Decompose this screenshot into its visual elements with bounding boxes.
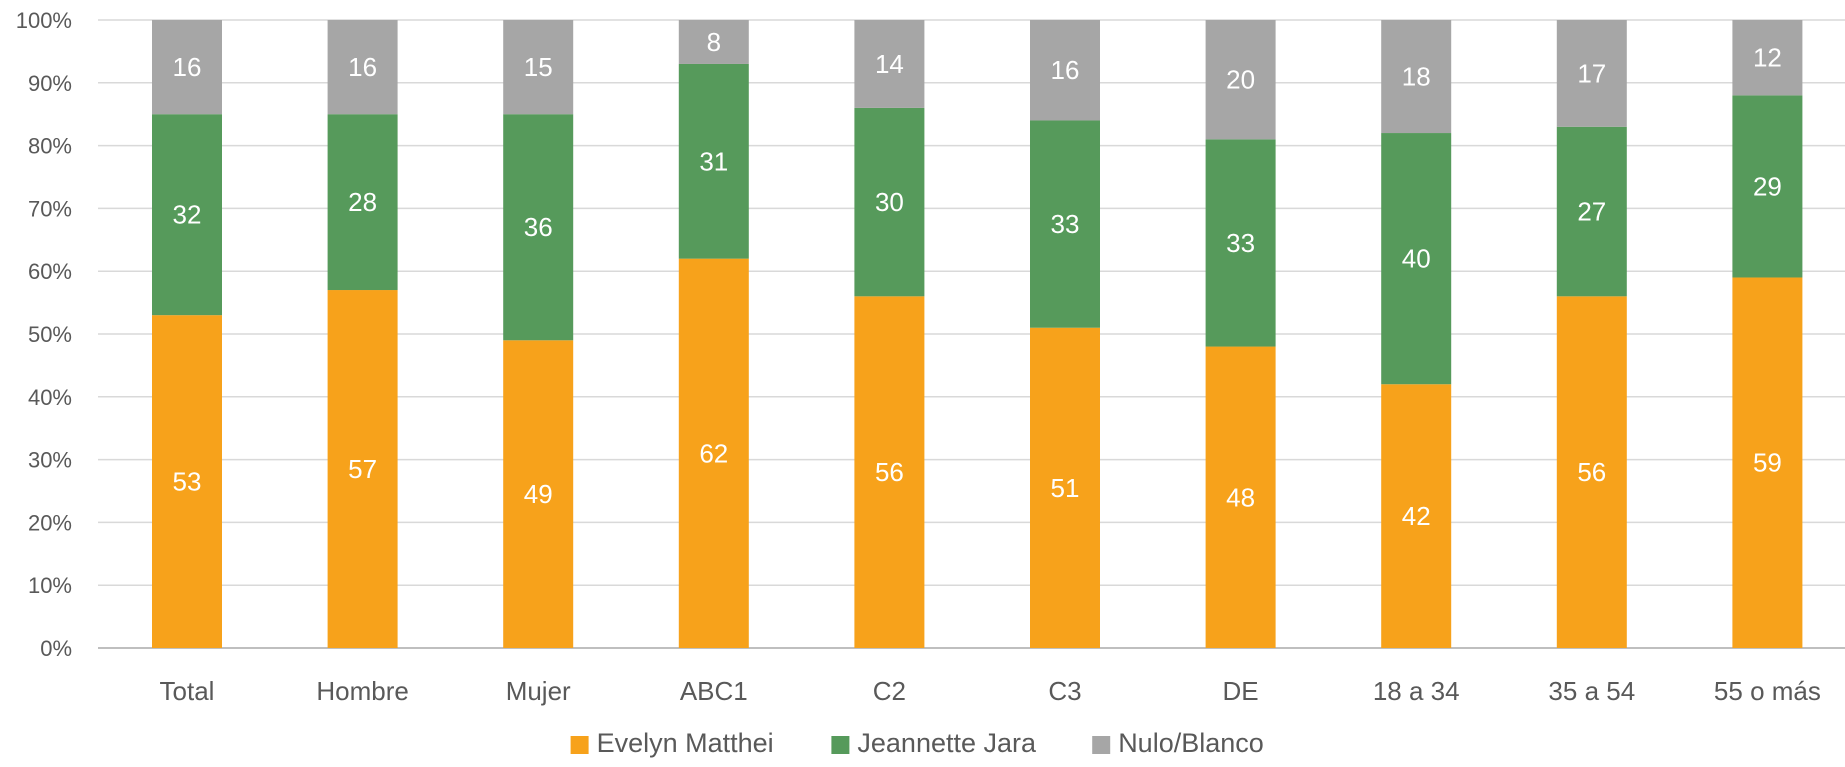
data-label: 56 xyxy=(875,457,904,487)
data-label: 16 xyxy=(1051,55,1080,85)
data-label: 53 xyxy=(173,467,202,497)
data-label: 12 xyxy=(1753,43,1782,73)
x-axis-categories: Total Hombre Mujer ABC1 C2 C3 DE 18 a 34 35 a 54… xyxy=(160,676,1821,706)
y-tick-label: 40% xyxy=(28,385,72,410)
x-category-label: ABC1 xyxy=(680,676,748,706)
legend: Evelyn Matthei Jeannette Jara Nulo/Blanco xyxy=(570,728,1264,758)
data-label: 17 xyxy=(1577,58,1606,88)
bar-segment xyxy=(678,63,749,259)
data-label: 56 xyxy=(1577,457,1606,487)
legend-swatch xyxy=(831,736,850,754)
data-label: 33 xyxy=(1051,209,1080,239)
data-label: 20 xyxy=(1226,65,1255,95)
x-category-label: DE xyxy=(1223,676,1259,706)
legend-swatch xyxy=(1092,736,1111,754)
data-label: 33 xyxy=(1226,228,1255,258)
bar-segment xyxy=(1732,277,1803,648)
bar-segment xyxy=(1030,20,1100,121)
x-category-label: Hombre xyxy=(316,676,408,706)
bar-segment xyxy=(1030,327,1100,648)
data-label: 28 xyxy=(348,187,377,217)
bar-segment xyxy=(1030,120,1100,328)
y-tick-label: 60% xyxy=(28,259,72,284)
bar-segment xyxy=(1381,384,1452,648)
y-tick-label: 0% xyxy=(40,636,72,661)
data-label: 16 xyxy=(173,52,202,82)
legend-label: Jeannette Jara xyxy=(857,728,1037,758)
legend-label: Evelyn Matthei xyxy=(597,728,774,758)
bar-segment xyxy=(854,296,925,648)
bar-segment xyxy=(1732,20,1803,96)
bar-segment xyxy=(503,20,574,115)
data-label: 8 xyxy=(707,27,721,57)
data-label: 31 xyxy=(699,146,728,176)
legend-swatch xyxy=(570,736,589,754)
bar-segment xyxy=(152,315,222,648)
y-tick-label: 90% xyxy=(28,71,72,96)
bar-segment xyxy=(1732,95,1803,278)
y-tick-label: 50% xyxy=(28,322,72,347)
bar-segment xyxy=(1381,133,1452,385)
bar-segment xyxy=(1205,139,1276,347)
data-label: 49 xyxy=(524,479,553,509)
bar-segment xyxy=(1205,20,1276,140)
x-category-label: C2 xyxy=(873,676,906,706)
bar-segment xyxy=(1205,346,1276,648)
bar-segment xyxy=(1556,20,1627,127)
bar-segment xyxy=(503,114,574,341)
data-label: 51 xyxy=(1051,473,1080,503)
y-tick-label: 80% xyxy=(28,134,72,159)
bar-segment xyxy=(327,290,398,648)
x-category-label: C3 xyxy=(1048,676,1081,706)
y-tick-label: 70% xyxy=(28,196,72,221)
bar-segment xyxy=(1556,126,1627,297)
bar-segment xyxy=(678,258,749,648)
data-label: 42 xyxy=(1402,501,1431,531)
data-label: 57 xyxy=(348,454,377,484)
x-category-label: 55 o más xyxy=(1714,676,1821,706)
data-label: 36 xyxy=(524,212,553,242)
bar-segment xyxy=(854,107,925,297)
x-category-label: Mujer xyxy=(506,676,571,706)
data-label: 27 xyxy=(1577,197,1606,227)
y-axis-ticks: 0% 10% 20% 30% 40% 50% 60% 70% 80% 90% 100% xyxy=(16,8,72,661)
data-label: 59 xyxy=(1753,448,1782,478)
bar-segment xyxy=(854,20,925,108)
data-label: 16 xyxy=(348,52,377,82)
bar-segment xyxy=(1556,296,1627,648)
x-category-label: 18 a 34 xyxy=(1373,676,1460,706)
y-tick-label: 10% xyxy=(28,573,72,598)
data-label: 40 xyxy=(1402,244,1431,274)
data-label: 30 xyxy=(875,187,904,217)
data-label: 29 xyxy=(1753,171,1782,201)
data-label: 62 xyxy=(699,438,728,468)
data-label: 18 xyxy=(1402,62,1431,92)
bars: 53 32 16 57 28 16 49 36 15 62 31 8 56 30 14 51 33 16 48 33 2… xyxy=(152,20,1803,648)
y-tick-label: 100% xyxy=(16,8,72,33)
data-label: 14 xyxy=(875,49,904,79)
x-category-label: 35 a 54 xyxy=(1548,676,1635,706)
bar-segment xyxy=(152,114,222,316)
bar-segment xyxy=(327,114,398,291)
bar-segment xyxy=(678,20,749,64)
bar-segment xyxy=(1381,20,1452,134)
legend-label: Nulo/Blanco xyxy=(1118,728,1264,758)
y-tick-label: 30% xyxy=(28,448,72,473)
data-label: 48 xyxy=(1226,482,1255,512)
bar-segment xyxy=(503,340,574,648)
bar-segment xyxy=(152,20,222,115)
data-label: 15 xyxy=(524,52,553,82)
data-label: 32 xyxy=(173,200,202,230)
bar-segment xyxy=(327,20,398,115)
x-category-label: Total xyxy=(160,676,215,706)
y-tick-label: 20% xyxy=(28,510,72,535)
